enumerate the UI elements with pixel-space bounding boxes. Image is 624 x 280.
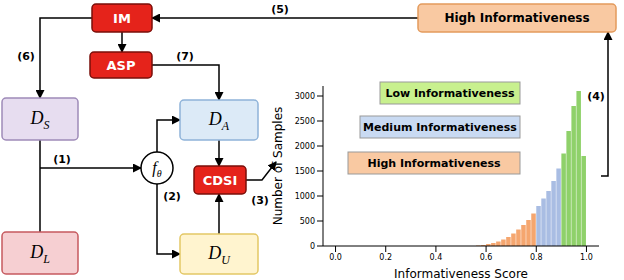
svg-text:0.8: 0.8 (530, 253, 543, 262)
svg-text:1000: 1000 (295, 192, 315, 201)
svg-text:500: 500 (300, 217, 315, 226)
svg-text:0: 0 (310, 242, 315, 251)
svg-text:fθ: fθ (152, 159, 161, 179)
svg-text:Informativeness Score: Informativeness Score (394, 267, 528, 278)
svg-text:(3): (3) (251, 194, 269, 207)
svg-text:High Informativeness: High Informativeness (444, 11, 589, 25)
svg-text:(2): (2) (163, 190, 181, 203)
svg-text:Medium Informativeness: Medium Informativeness (363, 121, 517, 134)
svg-text:2000: 2000 (295, 142, 315, 151)
svg-text:0.6: 0.6 (480, 253, 493, 262)
svg-text:2500: 2500 (295, 117, 315, 126)
svg-text:CDSI: CDSI (203, 173, 238, 188)
svg-text:(7): (7) (176, 50, 194, 63)
svg-text:1.0: 1.0 (580, 253, 593, 262)
svg-text:0.0: 0.0 (329, 253, 342, 262)
svg-text:ASP: ASP (107, 58, 136, 73)
svg-text:Number of Samples: Number of Samples (271, 107, 285, 226)
svg-text:(4): (4) (587, 90, 605, 103)
svg-text:DL: DL (29, 242, 50, 266)
svg-text:DU: DU (207, 243, 231, 267)
svg-text:DA: DA (208, 109, 230, 133)
svg-text:DS: DS (30, 108, 50, 132)
svg-text:3000: 3000 (295, 92, 315, 101)
svg-text:(6): (6) (17, 50, 35, 63)
svg-text:0.2: 0.2 (379, 253, 392, 262)
svg-text:(1): (1) (53, 153, 71, 166)
svg-text:0.4: 0.4 (430, 253, 443, 262)
svg-text:IM: IM (113, 11, 131, 26)
svg-text:(5): (5) (271, 3, 289, 16)
svg-text:1500: 1500 (295, 167, 315, 176)
svg-text:High Informativeness: High Informativeness (367, 157, 501, 170)
svg-text:Low Informativeness: Low Informativeness (385, 87, 515, 100)
